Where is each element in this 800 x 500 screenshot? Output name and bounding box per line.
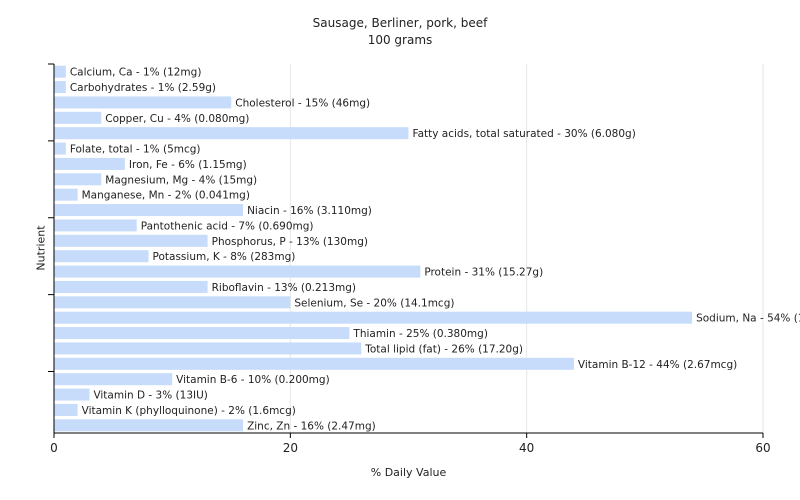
bar-10 bbox=[54, 204, 244, 217]
bar-label-18: Thiamin - 25% (0.380mg) bbox=[352, 328, 488, 340]
bar-24 bbox=[54, 419, 244, 432]
bar-22 bbox=[54, 388, 90, 401]
bar-label-1: Calcium, Ca - 1% (12mg) bbox=[70, 67, 202, 79]
bar-13 bbox=[54, 250, 149, 263]
bar-label-16: Selenium, Se - 20% (14.1mcg) bbox=[294, 297, 454, 309]
bar-9 bbox=[54, 188, 78, 201]
y-axis-label: Nutrient bbox=[34, 225, 48, 271]
bar-3 bbox=[54, 96, 232, 109]
bar-label-12: Phosphorus, P - 13% (130mg) bbox=[212, 236, 368, 248]
bar-label-15: Riboflavin - 13% (0.213mg) bbox=[212, 282, 356, 294]
bar-label-22: Vitamin D - 3% (13IU) bbox=[93, 390, 207, 402]
bar-label-7: Iron, Fe - 6% (1.15mg) bbox=[129, 159, 247, 171]
bar-label-8: Magnesium, Mg - 4% (15mg) bbox=[105, 174, 257, 186]
bar-15 bbox=[54, 280, 208, 293]
x-tick-label-1: 20 bbox=[283, 441, 298, 455]
bar-6 bbox=[54, 142, 66, 155]
bar-21 bbox=[54, 373, 173, 386]
bar-12 bbox=[54, 234, 208, 247]
bar-label-14: Protein - 31% (15.27g) bbox=[424, 267, 543, 279]
x-tick-label-0: 0 bbox=[50, 441, 58, 455]
bar-19 bbox=[54, 342, 362, 355]
bar-label-19: Total lipid (fat) - 26% (17.20g) bbox=[364, 343, 523, 355]
bar-label-11: Pantothenic acid - 7% (0.690mg) bbox=[141, 220, 314, 232]
bar-8 bbox=[54, 173, 102, 186]
bar-label-13: Potassium, K - 8% (283mg) bbox=[153, 251, 296, 263]
bar-label-5: Fatty acids, total saturated - 30% (6.08… bbox=[413, 128, 636, 140]
bar-16 bbox=[54, 296, 291, 309]
x-tick-label-2: 40 bbox=[519, 441, 534, 455]
bar-label-2: Carbohydrates - 1% (2.59g) bbox=[70, 82, 216, 94]
bar-23 bbox=[54, 403, 78, 416]
bar-11 bbox=[54, 219, 137, 232]
bar-1 bbox=[54, 65, 66, 78]
bar-4 bbox=[54, 111, 102, 124]
bar-17 bbox=[54, 311, 693, 324]
x-tick-label-3: 60 bbox=[755, 441, 770, 455]
bar-20 bbox=[54, 357, 574, 370]
bar-2 bbox=[54, 81, 66, 94]
chart-subtitle: 100 grams bbox=[367, 33, 433, 47]
bar-label-20: Vitamin B-12 - 44% (2.67mcg) bbox=[578, 359, 737, 371]
bar-label-4: Copper, Cu - 4% (0.080mg) bbox=[105, 113, 249, 125]
bar-5 bbox=[54, 127, 409, 140]
bar-label-3: Cholesterol - 15% (46mg) bbox=[235, 97, 370, 109]
bar-label-23: Vitamin K (phylloquinone) - 2% (1.6mcg) bbox=[82, 405, 296, 417]
bar-label-17: Sodium, Na - 54% (1297mg) bbox=[696, 313, 800, 325]
bar-label-10: Niacin - 16% (3.110mg) bbox=[247, 205, 372, 217]
bar-label-6: Folate, total - 1% (5mcg) bbox=[70, 144, 201, 156]
bar-label-24: Zinc, Zn - 16% (2.47mg) bbox=[247, 420, 376, 432]
bar-18 bbox=[54, 327, 350, 340]
x-axis-label: % Daily Value bbox=[370, 466, 447, 479]
bar-7 bbox=[54, 157, 125, 170]
bar-label-9: Manganese, Mn - 2% (0.041mg) bbox=[82, 190, 250, 202]
chart-title: Sausage, Berliner, pork, beef bbox=[312, 16, 488, 30]
bar-label-21: Vitamin B-6 - 10% (0.200mg) bbox=[176, 374, 330, 386]
bar-14 bbox=[54, 265, 421, 278]
